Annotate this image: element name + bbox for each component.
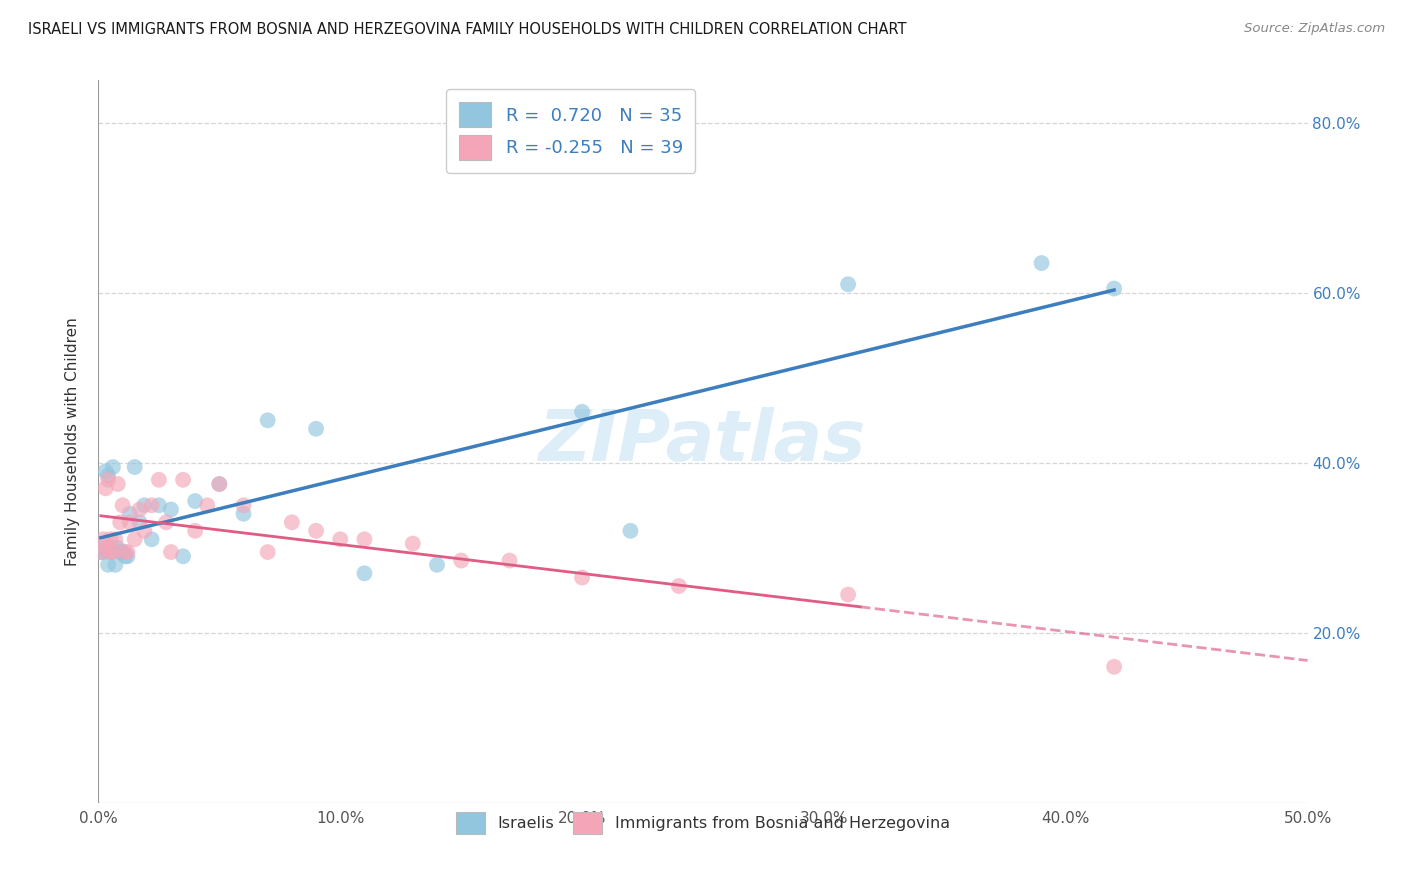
Text: ZIPatlas: ZIPatlas (540, 407, 866, 476)
Point (118, 507, 141, 521)
Point (90, 545, 112, 559)
Y-axis label: Family Households with Children: Family Households with Children (65, 318, 80, 566)
Point (353, 566, 375, 581)
Point (1102, 281, 1125, 295)
Point (208, 477, 231, 491)
Point (108, 516, 131, 530)
Point (101, 460, 124, 475)
Point (837, 588, 859, 602)
Text: ISRAELI VS IMMIGRANTS FROM BOSNIA AND HERZEGOVINA FAMILY HOUSEHOLDS WITH CHILDRE: ISRAELI VS IMMIGRANTS FROM BOSNIA AND HE… (28, 22, 907, 37)
Point (107, 477, 129, 491)
Point (141, 533, 163, 547)
Point (114, 545, 136, 559)
Point (571, 405, 593, 419)
Point (329, 533, 352, 547)
Point (426, 558, 449, 572)
Text: Source: ZipAtlas.com: Source: ZipAtlas.com (1244, 22, 1385, 36)
Point (148, 473, 170, 487)
Point (184, 494, 207, 508)
Point (256, 413, 278, 427)
Point (141, 498, 163, 512)
Point (117, 549, 139, 564)
Point (172, 473, 194, 487)
Point (108, 545, 131, 559)
Point (305, 524, 328, 538)
Point (1102, 660, 1125, 674)
Point (232, 498, 254, 512)
Point (101, 545, 124, 559)
Point (111, 498, 134, 512)
Point (148, 498, 170, 512)
Point (134, 498, 156, 512)
Point (256, 545, 278, 559)
Point (100, 541, 122, 555)
Legend: Israelis, Immigrants from Bosnia and Herzegovina: Israelis, Immigrants from Bosnia and Her… (444, 800, 962, 846)
Point (305, 422, 328, 436)
Point (91, 545, 114, 559)
Point (124, 460, 146, 475)
Point (97, 558, 120, 572)
Point (91, 541, 114, 555)
Point (100, 545, 122, 559)
Point (111, 545, 134, 559)
Point (160, 545, 183, 559)
Point (94, 481, 117, 495)
Point (128, 516, 150, 530)
Point (498, 553, 520, 567)
Point (232, 507, 254, 521)
Point (195, 498, 218, 512)
Point (450, 553, 472, 567)
Point (107, 541, 129, 555)
Point (837, 277, 859, 292)
Point (124, 533, 146, 547)
Point (160, 502, 183, 516)
Point (281, 516, 304, 530)
Point (184, 524, 207, 538)
Point (118, 516, 141, 530)
Point (104, 533, 127, 547)
Point (90, 545, 112, 559)
Point (100, 533, 122, 547)
Point (128, 502, 150, 516)
Point (353, 533, 375, 547)
Point (134, 524, 156, 538)
Point (208, 477, 231, 491)
Point (117, 545, 139, 559)
Point (155, 516, 177, 530)
Point (97, 473, 120, 487)
Point (172, 549, 194, 564)
Point (668, 579, 690, 593)
Point (114, 549, 136, 564)
Point (94, 541, 117, 555)
Point (619, 524, 641, 538)
Point (100, 545, 122, 559)
Point (104, 558, 127, 572)
Point (402, 536, 425, 550)
Point (1031, 256, 1053, 270)
Point (97, 468, 120, 483)
Point (91, 533, 114, 547)
Point (571, 570, 593, 584)
Point (94, 464, 117, 478)
